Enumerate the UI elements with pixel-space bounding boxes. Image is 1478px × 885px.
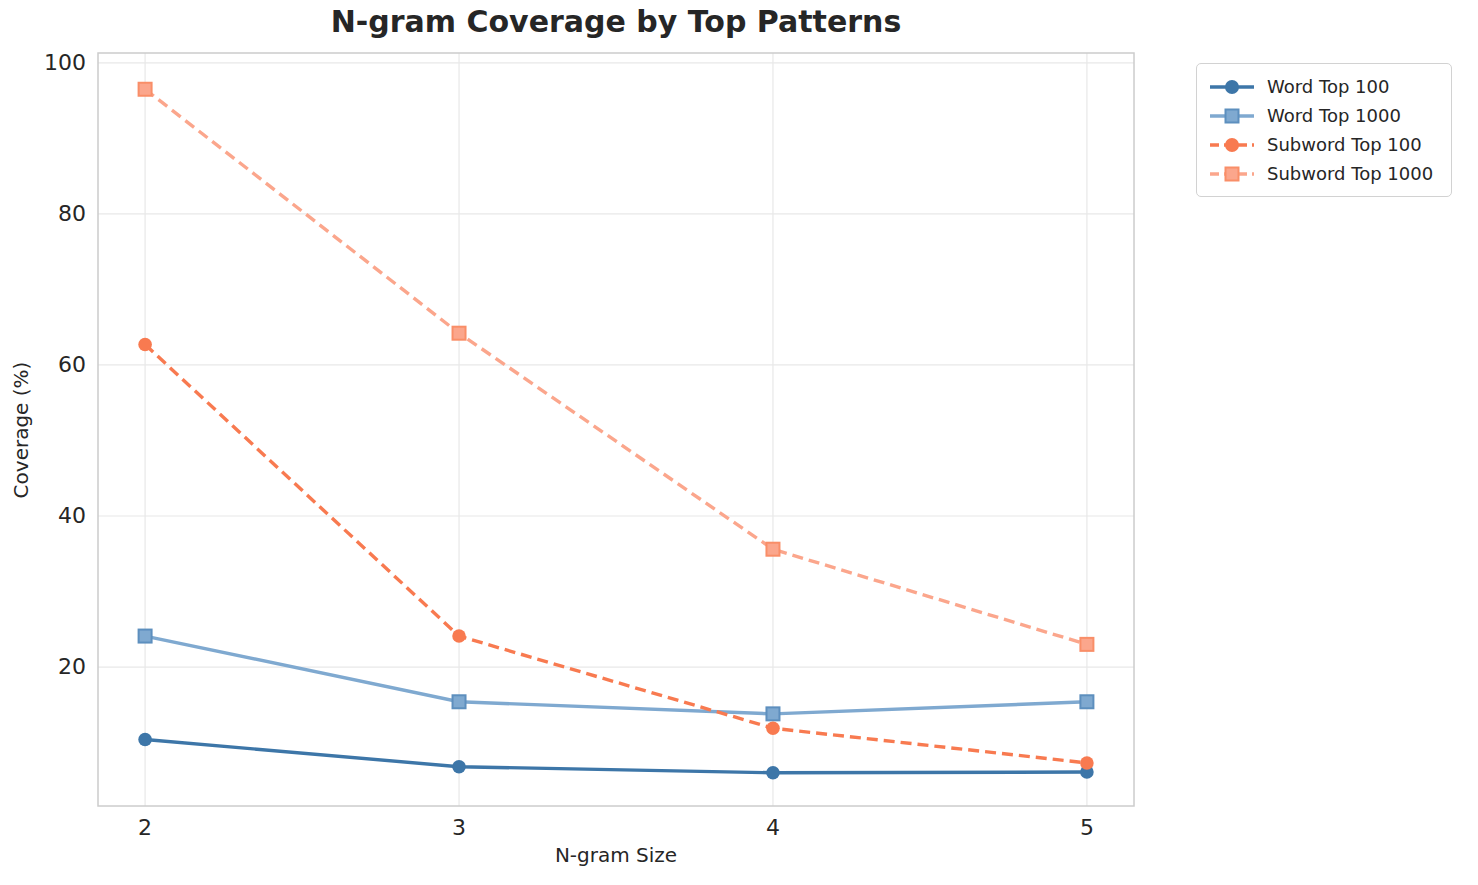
y-tick-label: 100 bbox=[24, 51, 86, 75]
legend-label: Word Top 1000 bbox=[1267, 105, 1401, 126]
data-point-marker bbox=[1080, 638, 1093, 651]
x-axis-label: N-gram Size bbox=[98, 843, 1134, 867]
data-point-marker bbox=[452, 760, 466, 774]
data-point-marker bbox=[766, 721, 780, 735]
x-tick-label: 3 bbox=[427, 815, 491, 840]
figure: N-gram Coverage by Top Patterns Coverage… bbox=[0, 0, 1478, 885]
series-line-subword-top-100 bbox=[145, 345, 1087, 763]
x-tick-label: 4 bbox=[741, 815, 805, 840]
legend: Word Top 100 Word Top 1000 Subword Top 100… bbox=[1196, 63, 1452, 197]
data-point-marker bbox=[766, 707, 779, 720]
data-point-marker bbox=[453, 327, 466, 340]
y-tick-label: 60 bbox=[24, 353, 86, 377]
data-point-marker bbox=[139, 83, 152, 96]
legend-label: Subword Top 100 bbox=[1267, 134, 1422, 155]
data-point-marker bbox=[1080, 695, 1093, 708]
legend-label: Subword Top 1000 bbox=[1267, 163, 1433, 184]
chart-title: N-gram Coverage by Top Patterns bbox=[98, 4, 1134, 39]
legend-label: Word Top 100 bbox=[1267, 76, 1389, 97]
series-line-word-top-100 bbox=[145, 740, 1087, 773]
series-line-word-top-1000 bbox=[145, 636, 1087, 714]
y-tick-label: 80 bbox=[24, 202, 86, 226]
legend-item: Word Top 1000 bbox=[1209, 101, 1433, 130]
legend-item: Word Top 100 bbox=[1209, 72, 1433, 101]
data-point-marker bbox=[138, 733, 152, 747]
data-point-marker bbox=[139, 630, 152, 643]
data-point-marker bbox=[1080, 756, 1094, 770]
x-tick-label: 5 bbox=[1055, 815, 1119, 840]
x-tick-label: 2 bbox=[113, 815, 177, 840]
legend-swatch-square-icon bbox=[1209, 106, 1255, 126]
series-line-subword-top-1000 bbox=[145, 89, 1087, 644]
data-point-marker bbox=[453, 695, 466, 708]
data-point-marker bbox=[766, 543, 779, 556]
legend-item: Subword Top 100 bbox=[1209, 130, 1433, 159]
legend-swatch-circle-icon bbox=[1209, 77, 1255, 97]
data-point-marker bbox=[766, 766, 780, 780]
y-tick-label: 20 bbox=[24, 655, 86, 679]
plot-frame bbox=[98, 53, 1134, 806]
y-axis-label: Coverage (%) bbox=[9, 362, 33, 499]
y-tick-label: 40 bbox=[24, 504, 86, 528]
legend-swatch-circle-icon bbox=[1209, 135, 1255, 155]
data-point-marker bbox=[452, 629, 466, 643]
data-point-marker bbox=[138, 338, 152, 352]
legend-item: Subword Top 1000 bbox=[1209, 159, 1433, 188]
legend-swatch-square-icon bbox=[1209, 164, 1255, 184]
